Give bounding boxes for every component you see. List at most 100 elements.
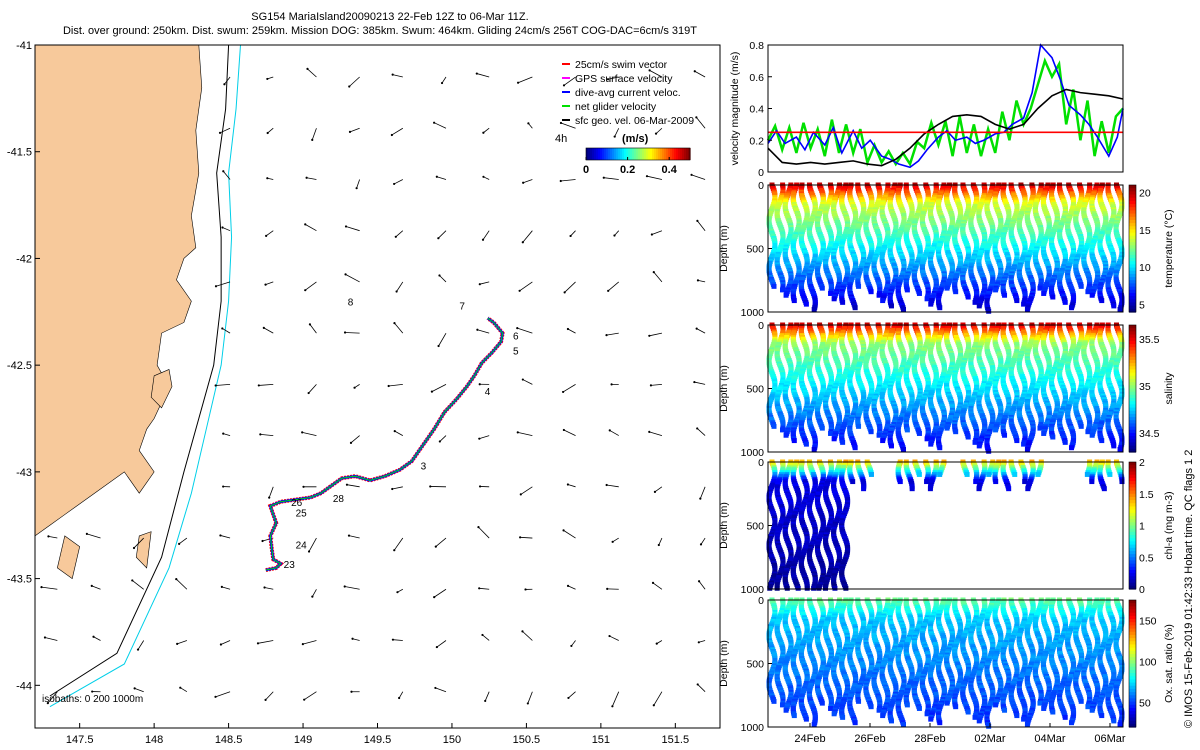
cbar-cell <box>1129 292 1136 297</box>
cbar-cell <box>1129 302 1136 307</box>
cbar-tick-label: 15 <box>1139 225 1151 237</box>
velocity-arrow <box>345 226 360 232</box>
velocity-arrow <box>646 175 663 180</box>
velocity-arrow <box>563 76 576 86</box>
velocity-arrowhead <box>311 595 314 598</box>
velocity-arrowhead <box>521 241 524 244</box>
velocity-arrowhead <box>566 584 570 587</box>
velocity-arrowhead <box>437 237 440 240</box>
velocity-arrow <box>396 281 404 292</box>
data-point <box>852 445 858 451</box>
velocity-arrowhead <box>430 390 434 393</box>
cbar-cell <box>1129 299 1136 304</box>
velocity-arrowhead <box>264 283 267 286</box>
velocity-arrow <box>215 383 231 386</box>
data-point <box>1078 283 1084 289</box>
velocity-arrowhead <box>440 81 444 85</box>
figure-title-line1: SG154 MariaIsland20090213 22-Feb 12Z to … <box>251 11 528 23</box>
cbar-cell <box>1129 245 1136 250</box>
velocity-arrowhead <box>175 577 178 581</box>
velocity-arrow <box>398 691 404 699</box>
velocity-arrowhead <box>566 483 569 486</box>
colorbar-cell <box>662 148 665 160</box>
colorbar-cell <box>656 148 659 160</box>
velocity-arrowhead <box>304 289 307 292</box>
cbar-cell <box>1129 235 1136 240</box>
colorbar-frame <box>585 147 691 161</box>
velocity-arrowhead <box>391 487 394 491</box>
velocity-arrow <box>439 275 447 283</box>
colorbar-cell <box>650 148 653 160</box>
velocity-arrow <box>48 535 58 539</box>
data-point <box>1050 294 1056 300</box>
data-point <box>880 438 886 444</box>
colorbar-cell <box>686 148 689 160</box>
velocity-arrowhead <box>429 485 432 488</box>
velocity-arrowhead <box>478 383 481 386</box>
velocity-arrowhead <box>559 179 562 183</box>
speed-colorbar: (m/s)4h0 0.2 0.4 <box>555 133 691 176</box>
y-tick-label: -41.5 <box>7 147 32 159</box>
velocity-arrowhead <box>396 591 399 594</box>
velocity-arrow <box>41 586 58 590</box>
velocity-arrow <box>696 328 706 334</box>
cbar-tick-label: 10 <box>1139 262 1151 274</box>
colorbar-cell <box>684 148 687 160</box>
velocity-arrowhead <box>40 586 43 589</box>
velocity-arrowhead <box>221 327 224 330</box>
colorbar-cell <box>682 148 685 160</box>
velocity-arrow <box>436 640 447 648</box>
velocity-arrowhead <box>133 687 136 690</box>
velocity-arrowhead <box>654 132 658 135</box>
velocity-arrowhead <box>481 633 484 637</box>
cbar-cell <box>1129 258 1136 262</box>
velocity-arrow <box>305 224 317 232</box>
velocity-arrow <box>311 128 317 141</box>
velocity-arrow <box>527 691 533 704</box>
velocity-arrowhead <box>521 378 524 381</box>
colorbar-cell <box>652 148 655 160</box>
velocity-arrow <box>308 537 317 552</box>
velocity-arrowhead <box>602 176 605 179</box>
data-point <box>783 292 789 298</box>
velocity-arrowhead <box>220 585 223 588</box>
velocity-arrowhead <box>398 696 401 700</box>
velocity-arrow <box>308 384 317 394</box>
velocity-arrow <box>614 128 620 137</box>
velocity-arrowhead <box>476 328 479 331</box>
velocity-arrow <box>697 279 706 283</box>
velocity-arrowhead <box>690 173 693 176</box>
velocity-arrow <box>612 537 619 543</box>
data-point <box>993 287 999 293</box>
velocity-arrow <box>350 435 360 444</box>
velocity-arrow <box>219 127 231 134</box>
velocity-arrowhead <box>222 170 225 173</box>
velocity-arrow <box>658 537 663 546</box>
velocity-arrow <box>134 688 144 693</box>
velocity-arrowhead <box>481 238 485 241</box>
velocity-arrow <box>180 687 188 693</box>
velocity-arrowhead <box>657 543 660 547</box>
cbar-cell <box>1129 305 1136 310</box>
data-point <box>965 294 971 300</box>
x-tick-label: 151 <box>592 734 610 746</box>
cbar-cell <box>1129 213 1136 218</box>
velocity-arrow <box>563 530 576 539</box>
velocity-arrow <box>264 587 274 590</box>
velocity-arrowhead <box>262 326 265 329</box>
velocity-arrowhead <box>393 182 396 186</box>
velocity-y-tick-label: 0 <box>758 167 764 179</box>
velocity-y-tick-label: 0.8 <box>749 40 764 52</box>
velocity-arrow <box>222 328 231 334</box>
velocity-arrowhead <box>308 323 312 326</box>
island-0 <box>150 368 173 409</box>
velocity-arrow <box>479 281 490 285</box>
velocity-arrow <box>560 122 576 129</box>
velocity-arrowhead <box>435 645 438 649</box>
data-point <box>876 432 882 438</box>
y-tick-label: -42 <box>16 253 32 265</box>
velocity-arrow <box>222 170 231 180</box>
cbar-cell <box>1129 200 1136 205</box>
velocity-arrow <box>132 580 144 590</box>
